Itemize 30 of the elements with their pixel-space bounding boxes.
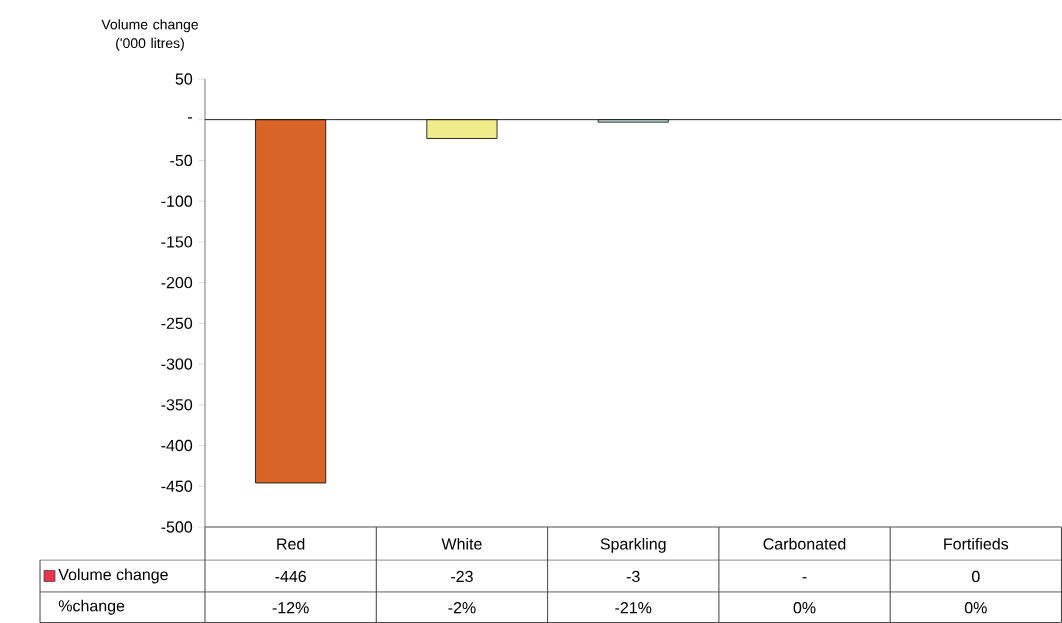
y-tick-label: -500 [161,521,193,533]
text: -21% [615,602,652,614]
x-tick-label: Carbonated [763,537,846,550]
y-tick-label: -350 [161,399,193,411]
text: -12% [272,602,309,614]
y-tick-label: -450 [161,480,193,492]
y-tick-label: -150 [161,236,193,248]
x-tick-label: Red [277,537,305,550]
text: %change [58,599,125,615]
y-tick-label: 50 [175,73,193,85]
y-tick-label: - [188,117,193,119]
text: -2% [448,602,476,614]
y-axis-title: Volume change ('000 litres) [101,19,198,51]
data-label: -446 [275,570,306,583]
y-tick-label: -400 [161,439,193,452]
x-tick-label: White [441,537,482,550]
data-label: -3 [626,570,640,583]
text: Volume change [58,568,168,584]
y-tick-label: -200 [161,276,193,289]
text: 0% [793,602,816,614]
text: 0% [964,602,987,614]
y-tick-label: -50 [170,154,193,167]
y-tick-label: -250 [161,317,193,329]
y-tick-label: -100 [161,195,193,207]
data-label: - [802,577,807,579]
data-label: 0 [972,570,980,583]
x-tick-label: Sparkling [600,537,666,553]
y-tick-label: -300 [161,358,193,370]
data-label: -23 [451,570,473,583]
x-tick-label: Fortifieds [944,537,1009,550]
